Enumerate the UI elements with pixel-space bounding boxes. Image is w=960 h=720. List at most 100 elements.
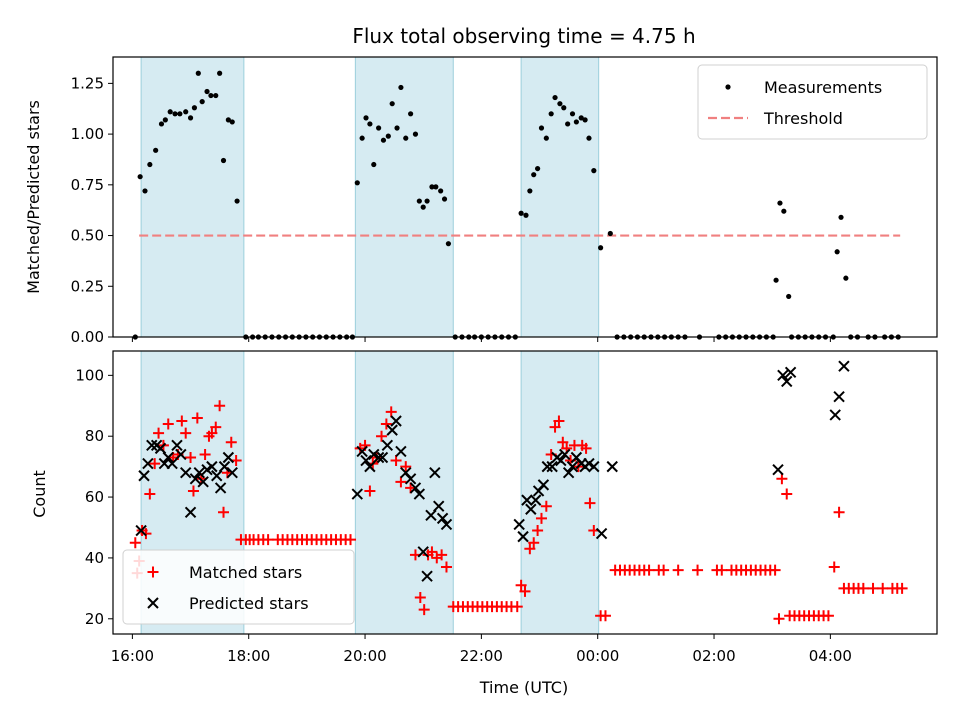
bottom-series-1-point-141: [822, 610, 834, 622]
bottom-series-1-point-90: [535, 512, 547, 524]
bottom-series-1-point-150: [877, 582, 889, 594]
bottom-series-2-point-4: [146, 439, 158, 452]
bottom-series-1-point-119: [716, 564, 728, 576]
bottom-series-2-point-26: [360, 454, 372, 467]
top-series-1-point-49: [389, 101, 395, 107]
bottom-series-2-point-36: [404, 473, 417, 485]
top-y-tick-label-5: 1.00: [71, 125, 104, 143]
top-series-1-point-60: [438, 188, 444, 194]
bottom-series-1-point-65: [418, 604, 430, 616]
bottom-series-1-point-26: [225, 436, 237, 448]
bottom-series-2-point-68: [777, 369, 789, 382]
bottom-series-2-point-58: [562, 467, 575, 479]
bottom-series-2-point-11: [175, 448, 187, 461]
top-y-tick-label-3: 0.50: [71, 227, 104, 245]
bottom-series-1-point-94: [553, 415, 565, 427]
top-series-1-point-55: [416, 198, 422, 204]
bottom-series-1-point-7: [149, 458, 161, 470]
top-series-1-point-9: [172, 111, 178, 117]
bottom-series-1-point-132: [781, 488, 793, 500]
top-legend-marker-1: [725, 84, 731, 90]
top-series-1-point-83: [561, 105, 567, 111]
bottom-series-2-point-19: [211, 470, 223, 482]
bottom-series-2-point-27: [364, 460, 376, 473]
bottom-series-1-point-142: [828, 561, 840, 573]
bottom-series-1-point-101: [580, 442, 592, 454]
top-series-1-point-42: [359, 135, 365, 141]
bottom-series-2-point-33: [390, 415, 402, 427]
top-series-1-point-81: [552, 94, 558, 101]
bottom-legend-label-1: Matched stars: [189, 563, 302, 582]
top-series-1-point-21: [225, 117, 231, 123]
top-y-tick-label-2: 0.25: [71, 277, 104, 295]
bottom-series-1-point-131: [776, 473, 788, 485]
bottom-legend-label-2: Predicted stars: [189, 594, 309, 613]
top-series-1-point-18: [213, 92, 219, 99]
top-legend: Measurements Threshold: [697, 64, 928, 140]
bottom-series-1-point-153: [896, 582, 908, 594]
top-series-1-point-4: [147, 161, 153, 168]
top-y-tick-label-6: 1.25: [71, 74, 104, 92]
top-series-1-point-117: [786, 293, 792, 300]
top-series-1-point-78: [538, 125, 545, 131]
top-series-1-point-85: [569, 111, 576, 117]
bottom-axes-frame: [112, 350, 938, 635]
bottom-series-1-point-61: [400, 461, 412, 473]
bottom-series-2-point-46: [513, 518, 525, 531]
top-series-1-point-80: [548, 111, 554, 117]
top-series-1-point-77: [535, 165, 541, 172]
bottom-series-2-point-39: [417, 546, 429, 558]
top-series-1-point-15: [199, 99, 205, 105]
bottom-series-1-point-85: [515, 579, 527, 591]
bottom-series-2-point-49: [525, 503, 537, 515]
bottom-series-2-point-13: [184, 506, 197, 518]
top-series-1-point-17: [208, 92, 214, 99]
top-series-1-point-43: [363, 115, 369, 121]
bottom-series-1-point-13: [176, 415, 188, 427]
bottom-series-1-point-64: [414, 591, 426, 603]
bottom-series-1-point-115: [658, 564, 670, 576]
bottom-series-2-point-40: [421, 570, 433, 582]
bottom-series-2-point-31: [381, 439, 394, 452]
top-shaded-interval-1: [140, 56, 245, 338]
bottom-series-2-point-38: [413, 488, 426, 500]
bottom-y-tick-label-4: 80: [85, 427, 104, 445]
bottom-series-1-point-95: [557, 436, 569, 448]
bottom-series-1-point-113: [643, 564, 655, 576]
bottom-series-2-point-37: [409, 482, 422, 494]
bottom-series-1-point-22: [210, 421, 222, 433]
top-series-1-point-2: [137, 174, 143, 180]
bottom-shaded-interval-3: [520, 350, 600, 635]
top-series-1-point-125: [834, 249, 840, 255]
bottom-series-2-point-22: [222, 451, 235, 464]
bottom-series-2-point-45: [440, 518, 453, 531]
bottom-y-tick-label-2: 40: [85, 549, 104, 567]
bottom-series-1-point-1: [129, 537, 141, 549]
top-series-1-point-58: [429, 184, 435, 190]
top-series-1-point-74: [523, 212, 529, 218]
top-series-1-point-53: [408, 111, 414, 117]
top-series-1-point-57: [424, 198, 430, 204]
bottom-series-1-point-88: [528, 537, 540, 549]
top-series-1-point-3: [142, 188, 148, 194]
bottom-series-2-point-50: [529, 494, 542, 506]
chart-title: Flux total observing time = 4.75 h: [352, 24, 695, 48]
top-legend-label-1: Measurements: [764, 78, 882, 97]
bottom-series-1-point-24: [218, 506, 230, 518]
bottom-series-2-point-57: [559, 448, 571, 461]
x-tick-label-4: 22:00: [460, 647, 503, 665]
top-legend-box: [697, 64, 928, 140]
top-series-1-point-91: [598, 245, 604, 251]
top-series-1-point-8: [167, 109, 173, 115]
top-series-1-point-48: [385, 133, 391, 139]
top-shaded-interval-3: [520, 56, 600, 338]
top-series-1-point-13: [191, 105, 198, 111]
bottom-y-tick-label-5: 100: [75, 366, 104, 384]
top-series-1-point-61: [441, 196, 448, 202]
bottom-series-2-point-15: [193, 467, 205, 479]
bottom-series-1-point-58: [385, 406, 397, 418]
top-series-1-point-126: [838, 214, 844, 220]
bottom-series-2-point-34: [395, 445, 407, 458]
bottom-series-1: [129, 400, 908, 625]
bottom-series-2-point-14: [189, 473, 202, 485]
